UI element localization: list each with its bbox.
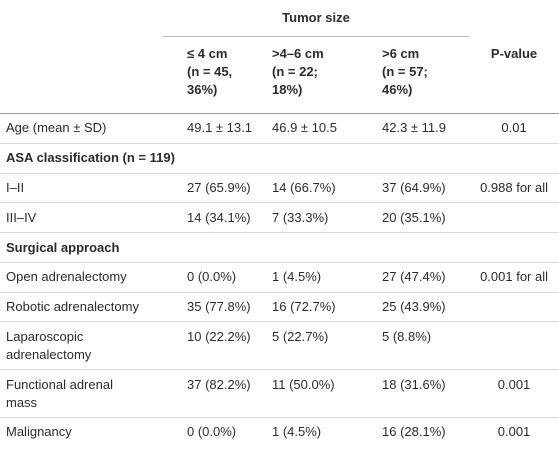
cell: 20 (35.1%) xyxy=(376,202,470,234)
cell: 25 (43.9%) xyxy=(376,292,470,323)
row-label-line: Robotic adrenalectomy xyxy=(6,299,139,315)
row-label: Malignancy xyxy=(0,418,163,447)
column-header-line: ≤ 4 cm xyxy=(187,46,228,61)
cell: 0.988 for all xyxy=(469,173,559,204)
row-label: Robotic adrenalectomy xyxy=(0,292,163,323)
column-header: >4–6 cm (n = 22; 18%) xyxy=(266,37,376,114)
row-label: Age (mean ± SD) xyxy=(0,113,163,144)
cell: 16 (72.7%) xyxy=(266,292,376,323)
column-header-line: 18%) xyxy=(272,82,303,97)
row-label-line: Open adrenalectomy xyxy=(6,269,127,285)
column-header-line: (n = 45, xyxy=(187,64,233,79)
cell: 10 (22.2%) xyxy=(163,321,266,371)
row-label-line: adrenalectomy xyxy=(6,346,92,362)
column-header-line: >6 cm xyxy=(382,46,420,61)
cell: 14 (34.1%) xyxy=(163,202,266,234)
row-label: III–IV xyxy=(0,202,163,234)
cell xyxy=(469,292,559,323)
table-row: Open adrenalectomy 0 (0.0%) 1 (4.5%) 27 (47… xyxy=(0,262,559,293)
column-header-line: (n = 22; xyxy=(272,64,318,79)
column-header: >6 cm (n = 57; 46%) xyxy=(376,37,470,114)
row-label: Functional adrenal mass xyxy=(0,369,163,419)
cell: 37 (82.2%) xyxy=(163,369,266,419)
row-label-line: Age (mean ± SD) xyxy=(6,120,107,136)
table-row: Functional adrenal mass 37 (82.2%) 11 (50.0… xyxy=(0,369,559,419)
group-header: Tumor size xyxy=(282,10,350,25)
cell xyxy=(469,202,559,234)
column-header-line: (n = 57; xyxy=(382,64,428,79)
cell: 7 (33.3%) xyxy=(266,202,376,234)
cell: 1 (4.5%) xyxy=(272,424,322,440)
column-header-line: P-value xyxy=(490,46,538,61)
table-row: ASA classification (n = 119) xyxy=(0,143,559,174)
cell: 1 (4.5%) xyxy=(266,262,376,293)
cell: 5 (8.8%) xyxy=(376,321,470,371)
table-row: Laparoscopic adrenalectomy 10 (22.2%) 5 (22… xyxy=(0,321,559,371)
column-header-line: 46%) xyxy=(382,82,413,97)
section-heading: ASA classification (n = 119) xyxy=(0,143,559,174)
cell: 27 (65.9%) xyxy=(163,173,266,204)
cell: 0.001 xyxy=(497,424,531,440)
row-label-line: Functional adrenal xyxy=(6,376,113,392)
cell: 42.3 ± 11.9 xyxy=(376,113,470,144)
row-label: Open adrenalectomy xyxy=(0,262,163,293)
cell: 37 (64.9%) xyxy=(376,173,470,204)
table-row: Malignancy 0 (0.0%) 1 (4.5%) 16 (28.1%) 0.00… xyxy=(0,418,559,447)
cell: 11 (50.0%) xyxy=(266,369,376,419)
table-row: Robotic adrenalectomy 35 (77.8%) 16 (72.7%… xyxy=(0,292,559,323)
table-row: III–IV 14 (34.1%) 7 (33.3%) 20 (35.1%) xyxy=(0,202,559,234)
cell xyxy=(469,321,559,371)
column-header: ≤ 4 cm (n = 45, 36%) xyxy=(163,37,266,114)
cell: 0.001 xyxy=(469,369,559,419)
row-label-line: Laparoscopic xyxy=(6,328,84,344)
table-row: Age (mean ± SD) 49.1 ± 13.1 46.9 ± 10.5 42.… xyxy=(0,113,559,144)
cell: 18 (31.6%) xyxy=(376,369,470,419)
cell: 0.01 xyxy=(469,113,559,144)
cell: 49.1 ± 13.1 xyxy=(163,113,266,144)
table-row: Surgical approach xyxy=(0,232,559,263)
cell: 46.9 ± 10.5 xyxy=(266,113,376,144)
column-header-line: >4–6 cm xyxy=(272,46,324,61)
row-label: Laparoscopic adrenalectomy xyxy=(0,321,163,371)
cell: 5 (22.7%) xyxy=(266,321,376,371)
cell: 16 (28.1%) xyxy=(382,424,446,440)
table-row: I–II 27 (65.9%) 14 (66.7%) 37 (64.9%) 0.988 … xyxy=(0,173,559,204)
cell: 14 (66.7%) xyxy=(266,173,376,204)
row-label-line: mass xyxy=(6,394,38,410)
column-header: P-value xyxy=(469,37,559,114)
row-label-line: III–IV xyxy=(6,209,37,225)
cell: 0 (0.0%) xyxy=(187,424,237,440)
row-label-line: I–II xyxy=(6,179,25,195)
cell: 35 (77.8%) xyxy=(163,292,266,323)
cell: 0 (0.0%) xyxy=(163,262,266,293)
cell: 27 (47.4%) xyxy=(376,262,470,293)
section-heading: Surgical approach xyxy=(0,232,559,263)
column-header-line: 36%) xyxy=(187,82,218,97)
row-label: I–II xyxy=(0,173,163,204)
row-label-line: Malignancy xyxy=(6,424,72,440)
cell: 0.001 for all xyxy=(469,262,559,293)
